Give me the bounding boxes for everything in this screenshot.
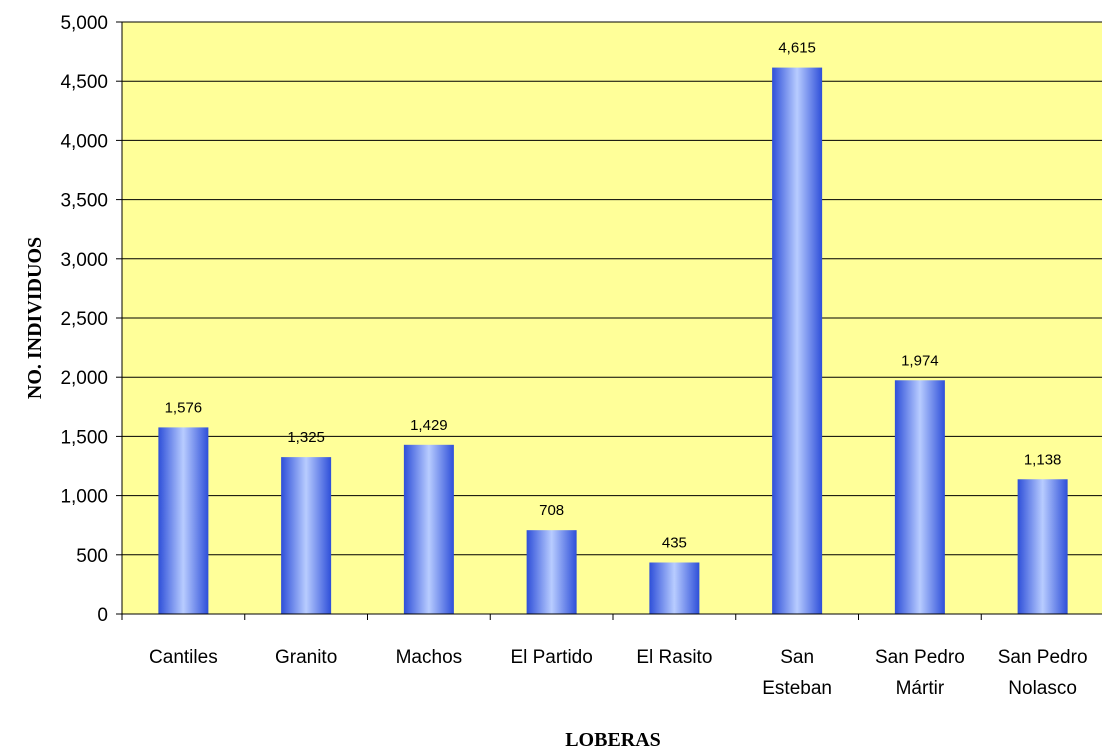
y-tick-label: 5,000 [60,13,108,34]
y-tick-labels: 0 500 1,000 1,500 2,000 2,500 3,000 3,500 4,000 4… [60,13,108,626]
x-category-label: Granito [275,647,337,668]
data-label: 1,429 [410,417,448,434]
x-category-label: El Rasito [636,647,712,668]
y-axis-title: NO. INDIVIDUOS [24,237,46,399]
y-tick-label: 1,500 [60,427,108,448]
bar [649,562,700,614]
axes [116,21,1102,620]
x-category-label: Esteban [762,678,832,699]
bar [772,67,823,615]
data-label: 1,974 [901,352,939,369]
data-label: 1,138 [1024,451,1062,468]
bar [1017,479,1068,614]
x-category-label: San Pedro [875,647,965,668]
x-category-label: Mártir [896,678,945,699]
data-label: 708 [539,502,564,519]
data-label: 435 [662,534,687,551]
y-tick-label: 0 [97,605,108,626]
y-tick-label: 500 [76,546,108,567]
y-tick-label: 3,000 [60,250,108,271]
bar [403,444,454,614]
y-tick-label: 4,500 [60,72,108,93]
bar [281,457,332,614]
x-category-label: Machos [396,647,463,668]
x-axis-title: LOBERAS [565,729,661,751]
bar [526,530,577,614]
y-tick-label: 2,000 [60,368,108,389]
data-label: 1,325 [287,429,325,446]
x-category-labels: Cantiles Granito Machos El Partido El Rasito… [149,647,1087,699]
x-category-label: San [780,647,814,668]
data-labels: 1,576 1,325 1,429 708 435 4,615 1,974 1,138 [165,40,1062,552]
data-label: 4,615 [778,40,816,57]
y-tick-label: 3,500 [60,191,108,212]
x-category-label: El Partido [510,647,592,668]
x-category-label: Cantiles [149,647,218,668]
gridlines [122,21,1102,556]
y-tick-label: 4,000 [60,131,108,152]
bar [894,380,945,614]
x-category-label: Nolasco [1008,678,1077,699]
y-tick-label: 2,500 [60,309,108,330]
bar [158,427,209,614]
y-tick-label: 1,000 [60,487,108,508]
data-label: 1,576 [165,399,203,416]
bars [158,67,1068,615]
x-category-label: San Pedro [998,647,1088,668]
